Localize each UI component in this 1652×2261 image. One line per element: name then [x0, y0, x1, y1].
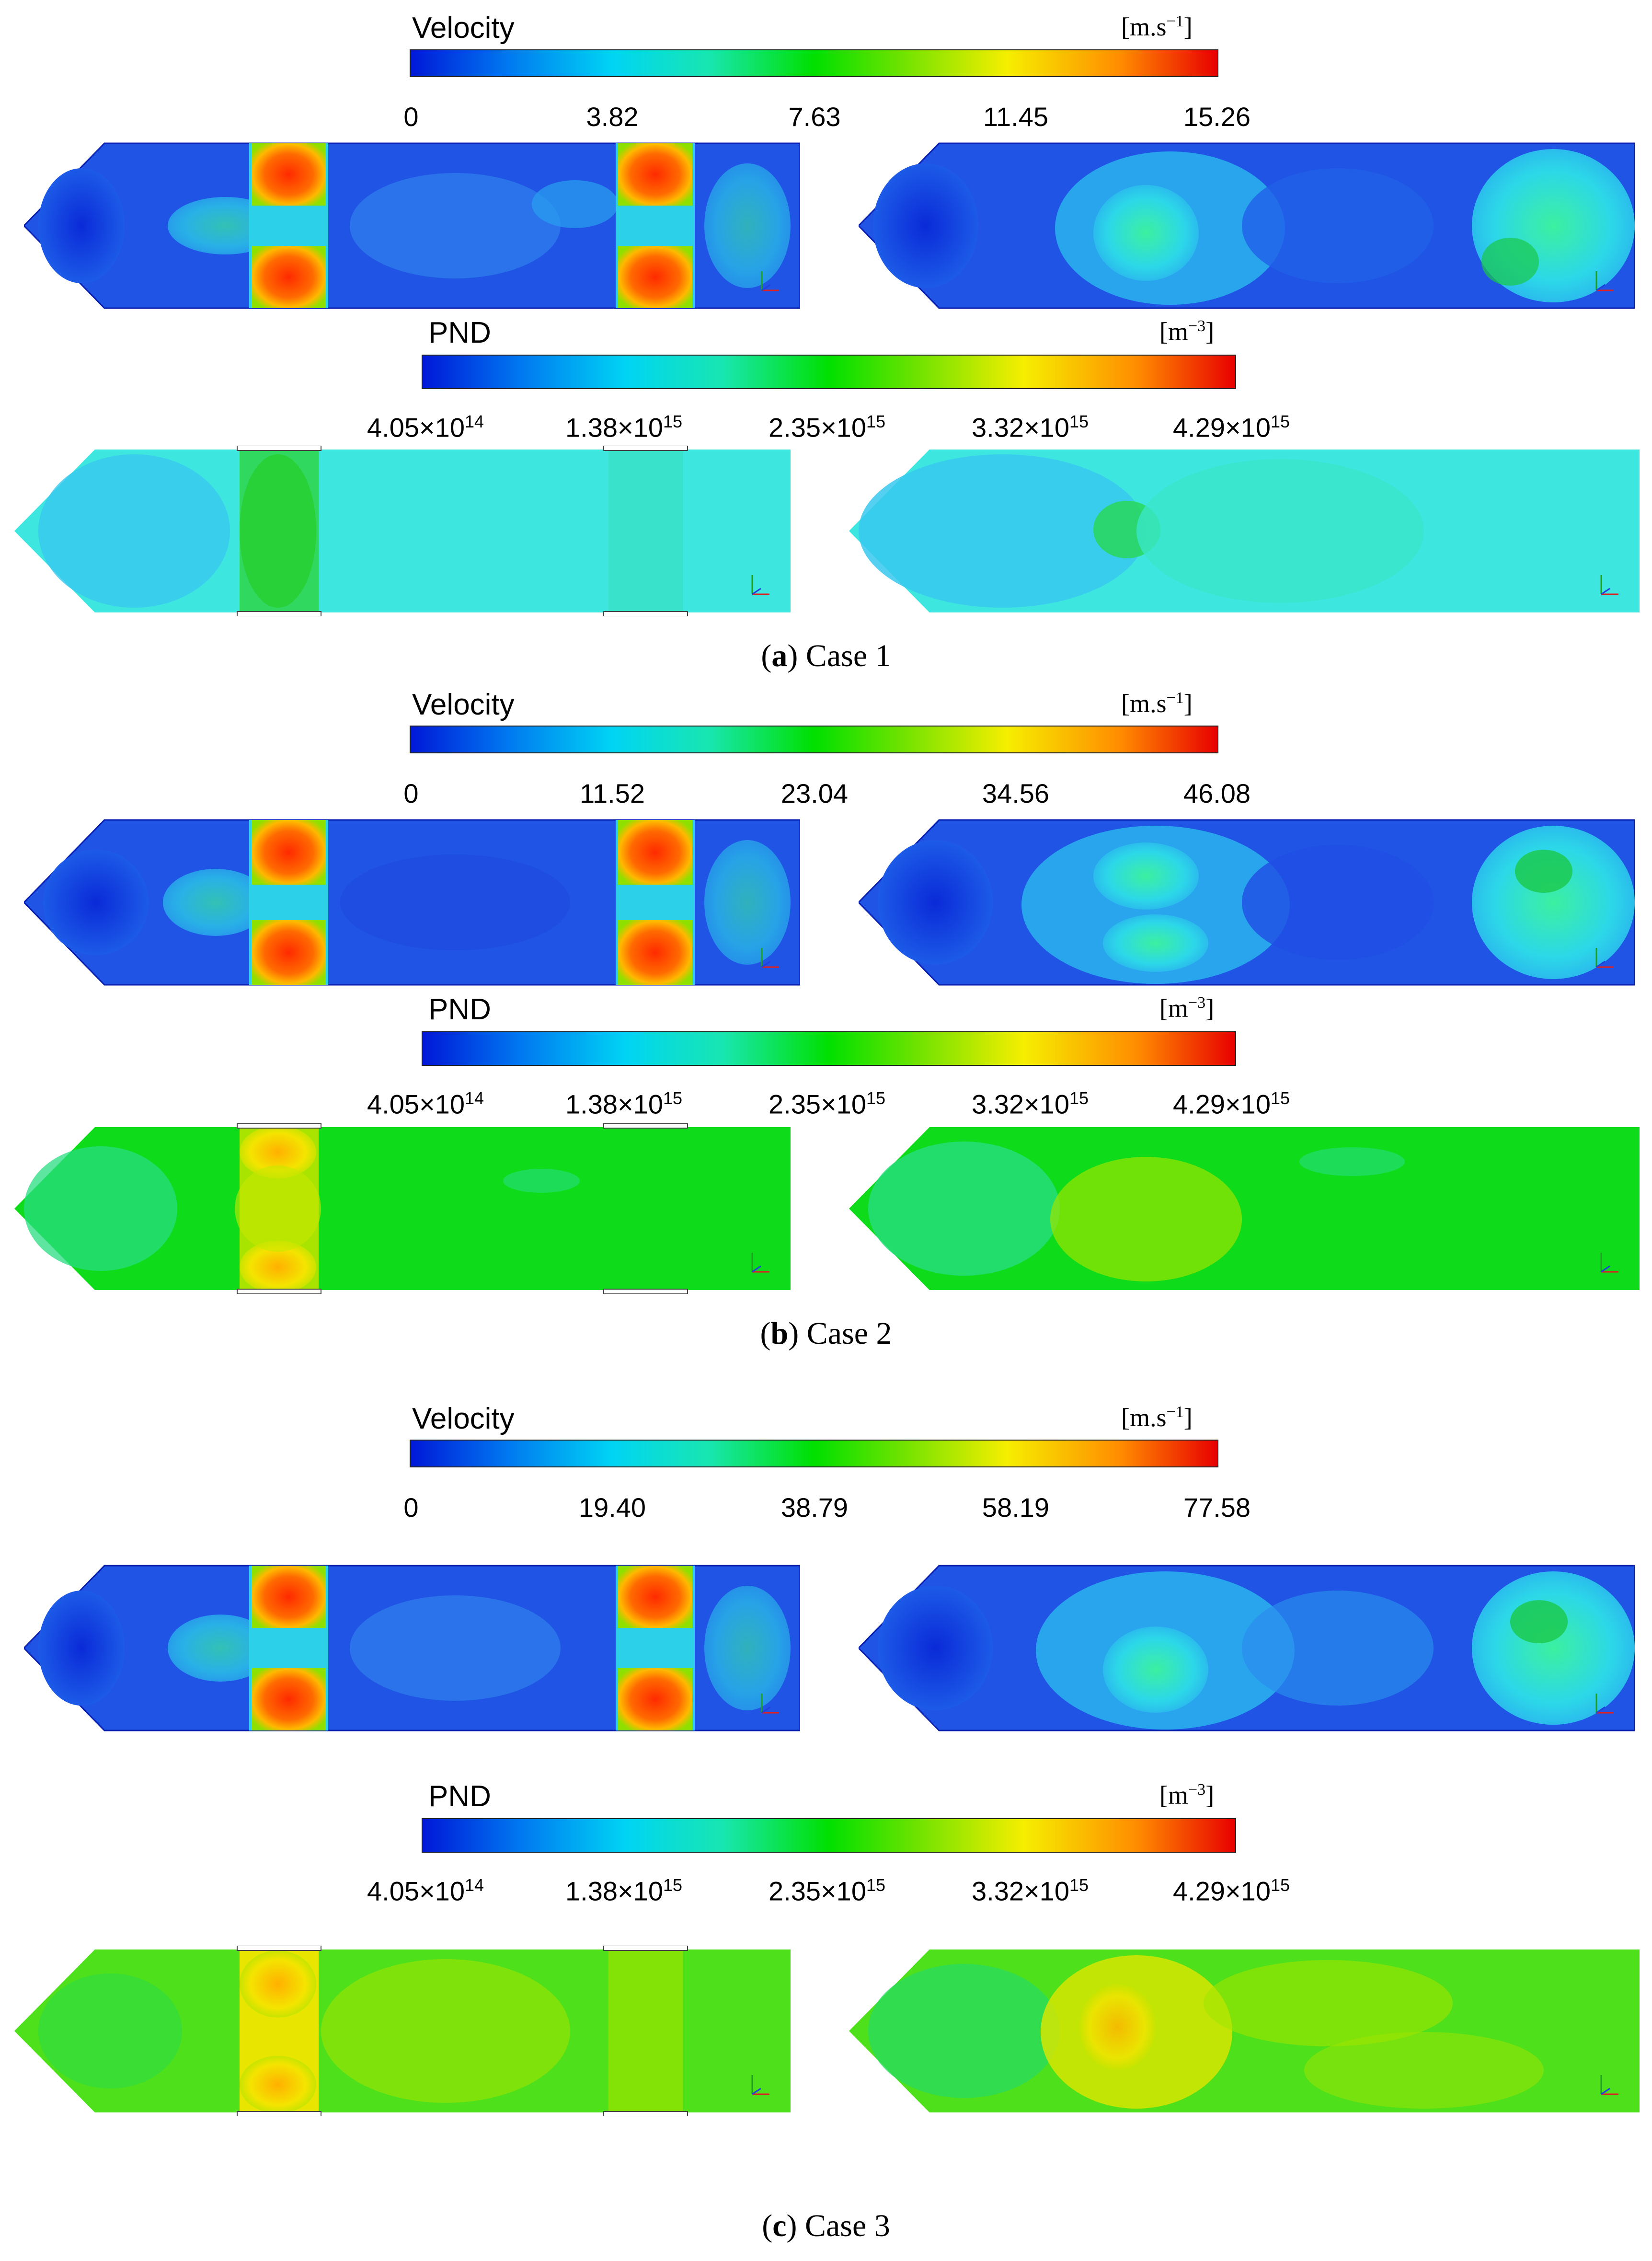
velocity-tick: 38.79	[780, 1492, 849, 1523]
velocity-colorbar-unit: [m.s−1]	[1121, 1403, 1193, 1432]
velocity-tick: 3.82	[586, 102, 639, 132]
axis-triad-icon	[1600, 1253, 1618, 1273]
pnd-tick: 4.29×1015	[1172, 412, 1290, 443]
pnd-colorbar-title: PND	[428, 1780, 491, 1813]
pnd-contour-left	[14, 446, 791, 616]
pnd-tick: 3.32×1015	[971, 1875, 1089, 1906]
velocity-contour-right	[859, 142, 1635, 309]
pnd-colorbar	[422, 1031, 1236, 1066]
velocity-tick: 0	[403, 102, 419, 132]
pnd-tick: 2.35×1015	[768, 1088, 886, 1119]
axis-triad-icon	[751, 2075, 769, 2095]
velocity-colorbar-unit: [m.s−1]	[1121, 12, 1193, 41]
velocity-colorbar-title: Velocity	[412, 1402, 515, 1435]
caption-case-1: (a) Case 1	[761, 638, 891, 673]
pnd-tick: 1.38×1015	[565, 412, 683, 443]
pnd-tick: 3.32×1015	[971, 412, 1089, 443]
pnd-colorbar-title: PND	[428, 316, 491, 349]
pnd-colorbar-unit: [m−3]	[1159, 317, 1215, 346]
pnd-colorbar-unit: [m−3]	[1159, 994, 1215, 1023]
pnd-colorbar	[422, 355, 1236, 389]
axis-triad-icon	[751, 1253, 769, 1273]
pnd-contour-right	[849, 1950, 1640, 2112]
velocity-colorbar-title: Velocity	[412, 12, 515, 45]
pnd-contour-left	[14, 1946, 791, 2116]
velocity-tick: 34.56	[982, 778, 1050, 808]
axis-triad-icon	[1595, 271, 1614, 291]
pnd-colorbar-unit: [m−3]	[1159, 1781, 1215, 1810]
pnd-tick: 4.29×1015	[1172, 1088, 1290, 1119]
velocity-contour-right	[859, 819, 1635, 986]
velocity-tick: 11.45	[983, 102, 1048, 132]
velocity-contour-left	[24, 819, 800, 986]
velocity-tick: 58.19	[982, 1492, 1050, 1523]
pnd-contour-left	[14, 1123, 791, 1294]
velocity-tick: 23.04	[780, 778, 849, 808]
axis-triad-icon	[1600, 2075, 1618, 2095]
pnd-tick: 4.05×1014	[367, 412, 484, 443]
pnd-tick: 3.32×1015	[971, 1088, 1089, 1119]
velocity-tick: 77.58	[1183, 1492, 1251, 1523]
axis-triad-icon	[761, 1694, 779, 1714]
axis-triad-icon	[751, 575, 769, 595]
velocity-tick: 15.26	[1183, 102, 1251, 132]
pnd-contour-right	[849, 450, 1640, 612]
velocity-tick: 0	[403, 1492, 419, 1523]
velocity-contour-left	[24, 1565, 800, 1731]
velocity-colorbar	[410, 726, 1218, 753]
axis-triad-icon	[761, 948, 779, 968]
velocity-colorbar-title: Velocity	[412, 688, 515, 721]
axis-triad-icon	[1595, 948, 1614, 968]
velocity-colorbar	[410, 1440, 1218, 1467]
velocity-tick: 11.52	[580, 778, 645, 808]
caption-case-3: (c) Case 3	[762, 2208, 890, 2243]
pnd-colorbar-title: PND	[428, 993, 491, 1026]
caption-case-2: (b) Case 2	[760, 1316, 892, 1351]
velocity-tick: 19.40	[578, 1492, 646, 1523]
pnd-tick: 4.29×1015	[1172, 1875, 1290, 1906]
velocity-tick: 7.63	[788, 102, 841, 132]
pnd-tick: 1.38×1015	[565, 1875, 683, 1906]
pnd-tick: 2.35×1015	[768, 412, 886, 443]
axis-triad-icon	[761, 271, 779, 291]
pnd-tick: 2.35×1015	[768, 1875, 886, 1906]
pnd-tick: 4.05×1014	[367, 1088, 484, 1119]
velocity-contour-right	[859, 1565, 1635, 1731]
axis-triad-icon	[1600, 575, 1618, 595]
velocity-colorbar-unit: [m.s−1]	[1121, 689, 1193, 718]
velocity-colorbar	[410, 49, 1218, 77]
axis-triad-icon	[1595, 1694, 1614, 1714]
velocity-contour-left	[24, 142, 800, 309]
velocity-tick: 46.08	[1183, 778, 1251, 808]
pnd-contour-right	[849, 1127, 1640, 1290]
pnd-tick: 1.38×1015	[565, 1088, 683, 1119]
pnd-colorbar	[422, 1818, 1236, 1853]
pnd-tick: 4.05×1014	[367, 1875, 484, 1906]
velocity-tick: 0	[403, 778, 419, 808]
